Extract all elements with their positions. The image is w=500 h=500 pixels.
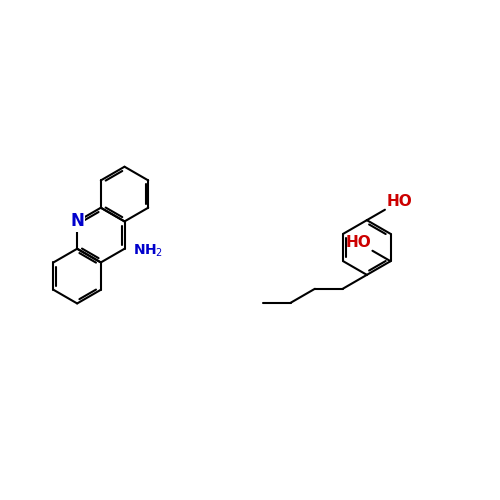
Text: N: N xyxy=(70,212,84,230)
Text: NH$_2$: NH$_2$ xyxy=(133,242,163,259)
Text: HO: HO xyxy=(345,235,371,250)
Text: HO: HO xyxy=(386,194,412,208)
